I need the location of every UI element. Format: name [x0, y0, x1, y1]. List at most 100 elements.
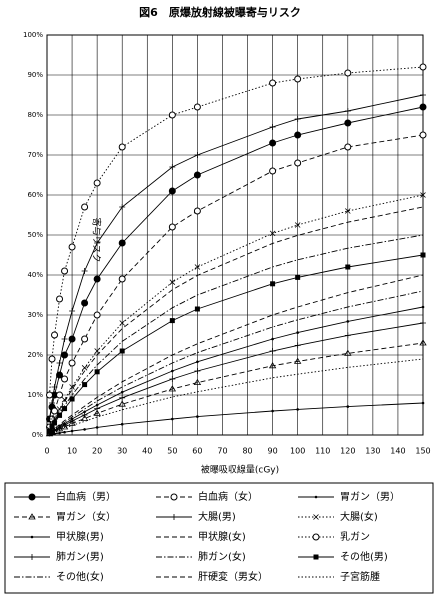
- marker: [51, 384, 58, 390]
- marker: [80, 414, 89, 421]
- marker: [68, 359, 76, 367]
- series-line: [49, 234, 424, 431]
- series-line: [49, 402, 424, 436]
- x-tick-label: 100: [290, 447, 305, 456]
- marker: [63, 430, 66, 434]
- series-line: [49, 206, 424, 430]
- x-tick-label: 30: [117, 447, 127, 456]
- legend-label: 大腸(女): [340, 510, 378, 523]
- y-tick-label: 20%: [27, 351, 43, 359]
- marker: [169, 279, 176, 285]
- marker: [119, 348, 125, 354]
- marker: [93, 311, 101, 319]
- marker: [268, 362, 277, 369]
- marker: [83, 410, 86, 414]
- x-tick-label: 70: [217, 447, 227, 456]
- marker: [346, 320, 350, 323]
- marker: [83, 428, 86, 431]
- legend-label: 胃ガン（男）: [340, 491, 400, 503]
- marker: [294, 75, 302, 83]
- marker: [62, 406, 68, 412]
- y-tick-label: 70%: [27, 151, 43, 159]
- legend-label: 甲状腺(女): [198, 530, 246, 543]
- marker: [170, 493, 178, 501]
- marker: [345, 264, 351, 270]
- marker: [94, 240, 101, 246]
- y-tick-label: 80%: [27, 111, 43, 119]
- marker: [269, 167, 277, 175]
- marker: [196, 415, 199, 418]
- marker: [61, 336, 68, 342]
- marker: [420, 92, 426, 98]
- marker: [118, 143, 126, 151]
- marker: [46, 416, 53, 422]
- marker: [51, 407, 59, 415]
- marker: [30, 535, 34, 539]
- legend-label: 子宮筋腫: [340, 570, 380, 583]
- marker: [271, 409, 274, 413]
- marker: [171, 369, 174, 373]
- marker: [28, 493, 36, 501]
- y-axis-label: 寄与リスク: [91, 217, 103, 262]
- marker: [95, 403, 99, 407]
- marker: [314, 495, 318, 499]
- chart-title: 図6 原爆放射線被曝寄与リスク: [139, 5, 301, 19]
- marker: [313, 554, 319, 560]
- marker: [95, 426, 99, 429]
- x-tick-label: 150: [415, 447, 430, 456]
- marker: [344, 69, 352, 77]
- x-tick-label: 120: [340, 447, 355, 456]
- marker: [193, 103, 201, 111]
- x-tick-label: 90: [268, 447, 278, 456]
- marker: [194, 264, 201, 270]
- marker: [168, 385, 177, 392]
- marker: [269, 230, 276, 237]
- marker: [420, 320, 426, 326]
- marker: [52, 420, 58, 426]
- marker: [193, 171, 201, 179]
- marker: [269, 79, 277, 87]
- marker: [120, 422, 124, 426]
- marker: [61, 422, 68, 428]
- marker: [171, 417, 174, 421]
- marker: [169, 318, 175, 324]
- marker: [56, 371, 64, 379]
- marker: [193, 207, 201, 215]
- x-tick-label: 110: [315, 447, 330, 456]
- marker: [81, 365, 88, 371]
- marker: [47, 428, 53, 434]
- marker: [81, 335, 89, 343]
- marker: [119, 394, 126, 401]
- marker: [269, 139, 277, 147]
- marker: [69, 308, 76, 314]
- marker: [171, 514, 177, 520]
- marker: [344, 108, 351, 114]
- y-tick-label: 10%: [27, 391, 43, 399]
- marker: [57, 412, 63, 418]
- marker: [420, 252, 426, 258]
- marker: [82, 382, 88, 388]
- marker: [169, 376, 176, 382]
- legend-label: 白血病（女）: [198, 490, 258, 503]
- marker: [68, 335, 76, 343]
- marker: [293, 357, 302, 364]
- marker: [312, 533, 320, 541]
- marker: [61, 267, 69, 275]
- x-tick-label: 140: [390, 447, 405, 456]
- legend-label: 胃ガン（女）: [56, 510, 116, 523]
- marker: [118, 400, 126, 407]
- y-tick-label: 90%: [27, 71, 43, 79]
- marker: [118, 275, 126, 283]
- marker: [346, 405, 350, 408]
- marker: [194, 152, 201, 158]
- series-line: [49, 342, 424, 435]
- marker: [344, 332, 351, 339]
- marker: [60, 423, 69, 430]
- marker: [344, 119, 352, 127]
- marker: [421, 305, 425, 309]
- marker: [344, 349, 352, 356]
- series-line: [49, 66, 424, 396]
- series-line: [49, 306, 424, 434]
- marker: [296, 331, 299, 334]
- marker: [294, 116, 301, 122]
